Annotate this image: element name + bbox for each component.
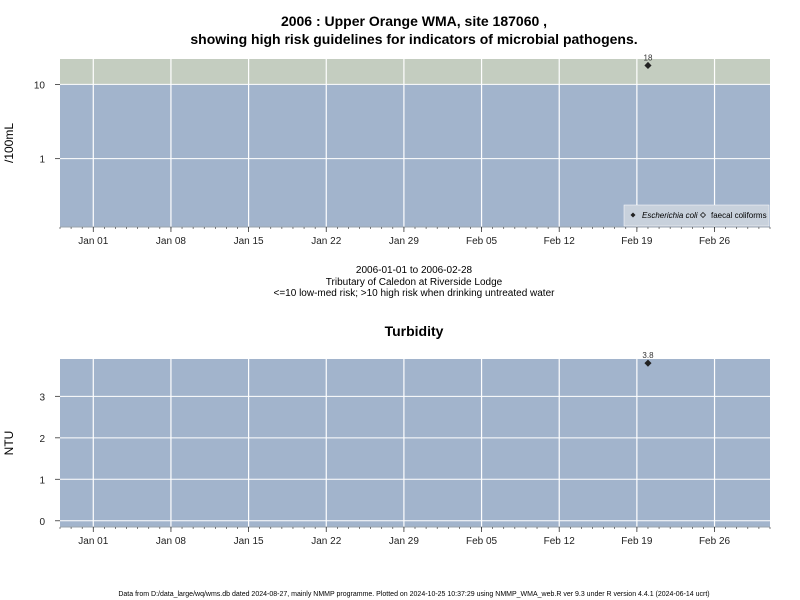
high-risk-band xyxy=(60,59,770,85)
legend-faecal-marker xyxy=(699,211,707,219)
x-tick-label: Jan 01 xyxy=(78,236,108,247)
x-tick-label: Jan 15 xyxy=(234,536,264,547)
subtitle-risk-note: <=10 low-med risk; >10 high risk when dr… xyxy=(274,288,556,299)
x-tick-label: Feb 12 xyxy=(544,236,576,247)
subtitle-date-range: 2006-01-01 to 2006-02-28 xyxy=(356,265,473,276)
x-tick-label: Jan 22 xyxy=(311,236,341,247)
microbial-y-axis-label: /100mL xyxy=(2,123,16,163)
legend-ecoli-marker xyxy=(630,212,636,218)
x-tick-label: Jan 29 xyxy=(389,236,419,247)
subtitle-site-name: Tributary of Caledon at Riverside Lodge xyxy=(326,277,503,288)
legend-box xyxy=(623,204,770,227)
turbidity-x-ticks: Jan 01 Jan 08 Jan 15 Jan 22 Jan 29 Feb 05 Feb … xyxy=(59,527,771,547)
turbidity-points: 3.8 xyxy=(642,351,654,367)
data-point-label: 3.8 xyxy=(642,351,654,360)
turbidity-title: Turbidity xyxy=(385,323,444,339)
chart-title-line2: showing high risk guidelines for indicat… xyxy=(190,31,637,47)
x-tick-label: Jan 29 xyxy=(389,536,419,547)
y-tick-label: 3 xyxy=(39,392,45,403)
microbial-points: 18 xyxy=(644,53,653,70)
legend-faecal-label: faecal coliforms xyxy=(711,211,767,220)
data-point-label: 18 xyxy=(644,53,653,62)
microbial-y-ticks: 1 10 xyxy=(34,80,60,166)
chart-title-line1: 2006 : Upper Orange WMA, site 187060 , xyxy=(281,13,547,29)
x-tick-label: Jan 22 xyxy=(311,536,341,547)
microbial-panel: Jan 01 Jan 08 Jan 15 Jan 22 Jan 29 Feb 05 Feb … xyxy=(2,53,771,247)
y-tick-label: 10 xyxy=(34,80,46,91)
y-tick-label: 1 xyxy=(39,475,45,486)
footer-note: Data from D:/data_large/wq/wms.db dated … xyxy=(118,591,709,598)
x-tick-label: Jan 08 xyxy=(156,536,186,547)
x-tick-label: Jan 01 xyxy=(78,536,108,547)
x-tick-label: Jan 15 xyxy=(234,236,264,247)
x-tick-label: Feb 19 xyxy=(621,236,653,247)
turbidity-y-ticks: 0 1 2 3 xyxy=(39,392,60,528)
turbidity-gridlines xyxy=(60,359,770,527)
x-tick-label: Feb 19 xyxy=(621,536,653,547)
microbial-plot-background xyxy=(60,59,770,227)
turbidity-panel: Turbidity Jan 01 Jan 08 Jan 15 Jan 22 Jan 29… xyxy=(2,323,771,547)
microbial-gridlines xyxy=(60,59,770,227)
x-tick-label: Jan 08 xyxy=(156,236,186,247)
turbidity-y-axis-label: NTU xyxy=(2,431,16,456)
x-tick-label: Feb 05 xyxy=(466,536,498,547)
legend: Escherichia coli faecal coliforms xyxy=(623,204,770,227)
y-tick-label: 2 xyxy=(39,434,45,445)
legend-ecoli-label: Escherichia coli xyxy=(642,211,698,220)
x-tick-label: Feb 26 xyxy=(699,536,731,547)
turbidity-plot-background xyxy=(60,359,770,527)
x-tick-label: Feb 05 xyxy=(466,236,498,247)
y-tick-label: 0 xyxy=(39,517,45,528)
y-tick-label: 1 xyxy=(39,155,45,166)
microbial-x-ticks: Jan 01 Jan 08 Jan 15 Jan 22 Jan 29 Feb 05 Feb … xyxy=(59,227,771,247)
x-tick-label: Feb 26 xyxy=(699,236,731,247)
data-point-marker xyxy=(644,61,652,70)
x-tick-label: Feb 12 xyxy=(544,536,576,547)
data-point-marker xyxy=(644,359,652,367)
